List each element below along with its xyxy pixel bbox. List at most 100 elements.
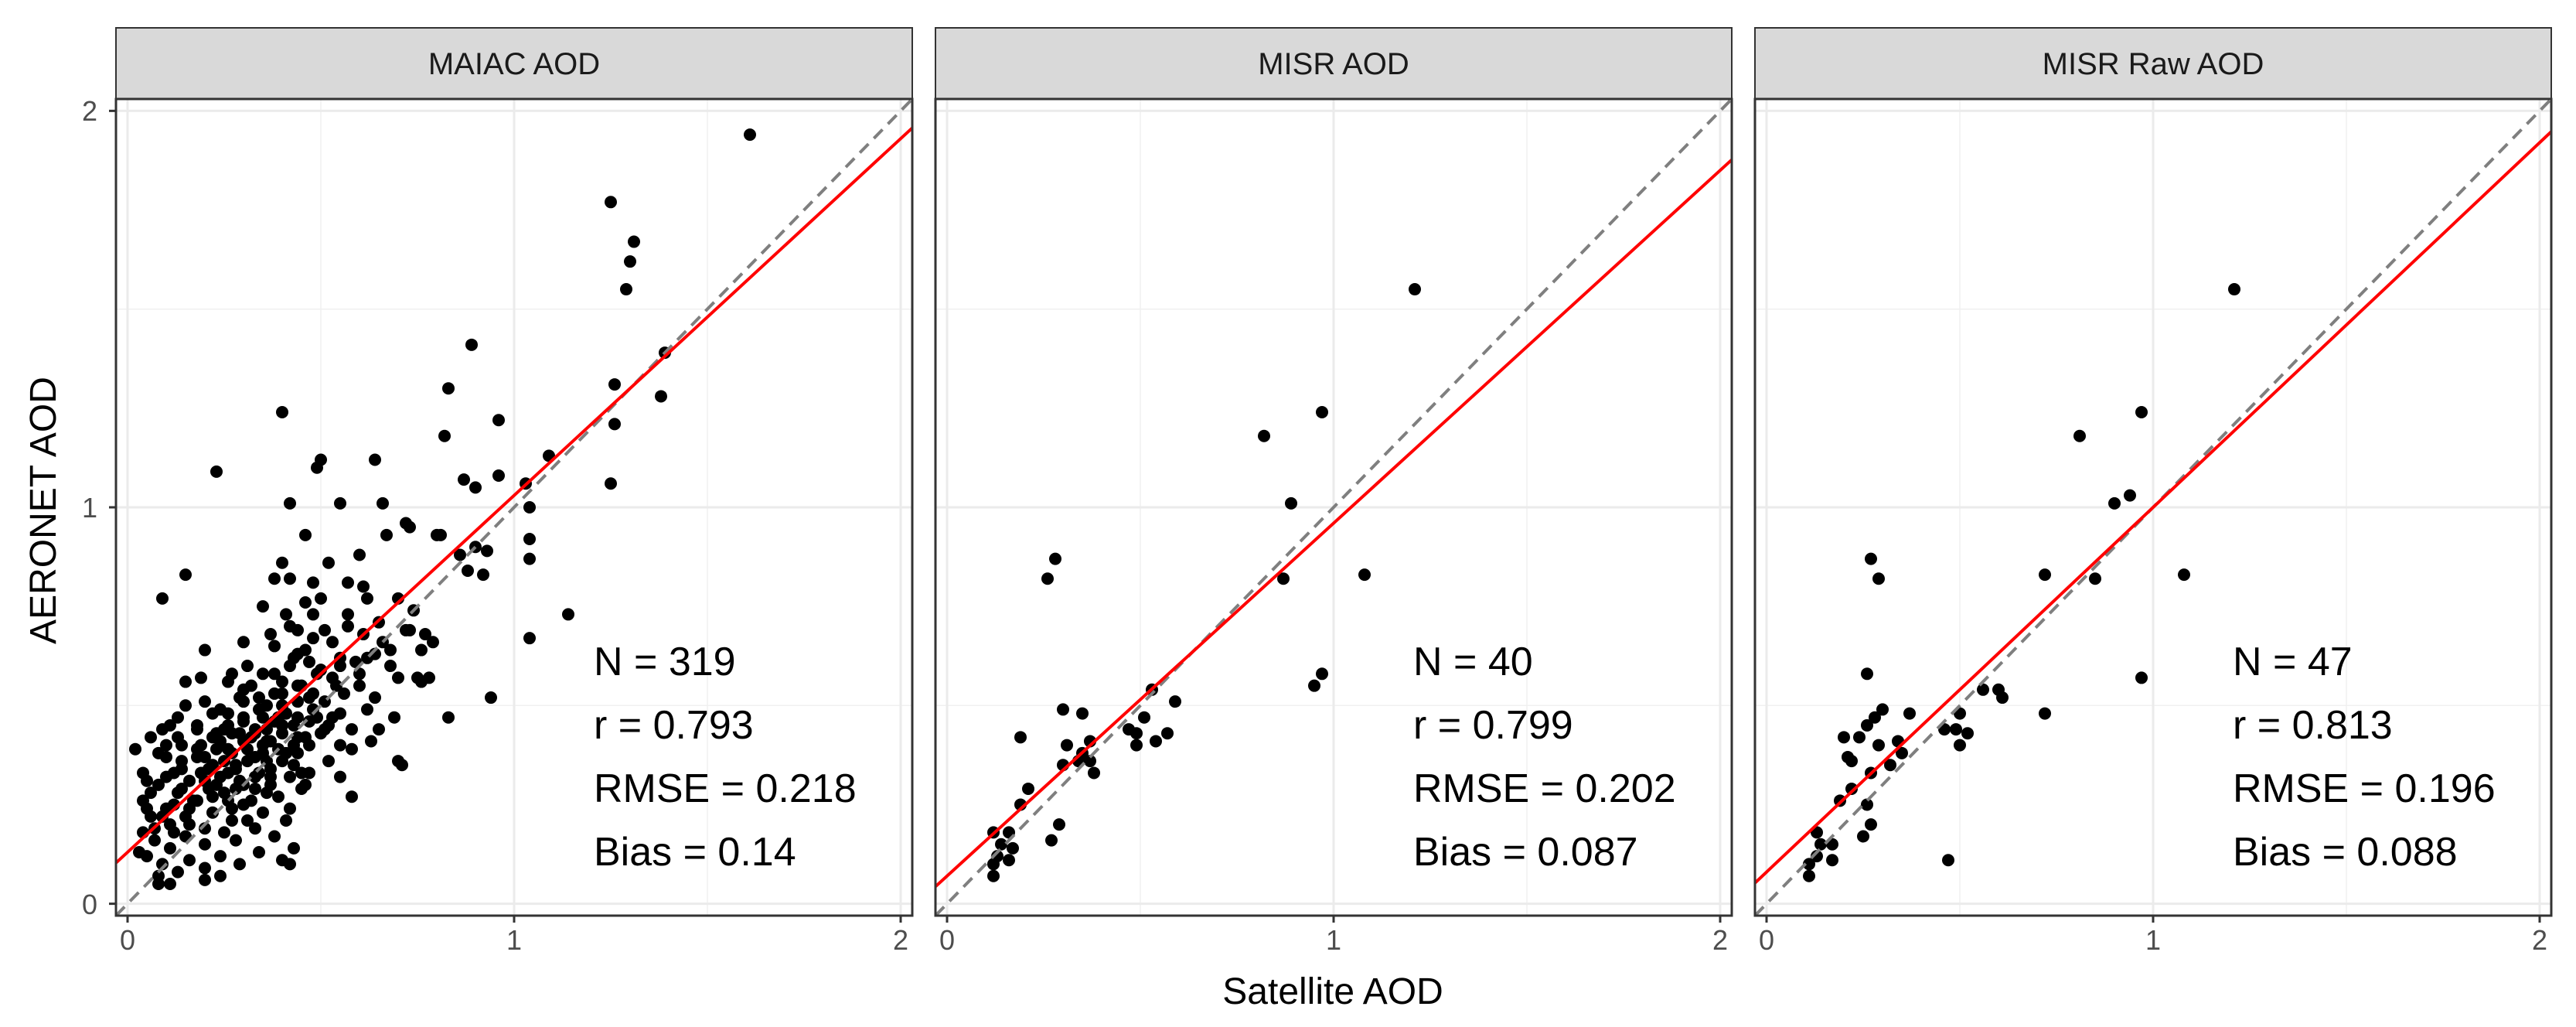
- data-point: [365, 735, 377, 748]
- x-tick-label: 0: [939, 924, 955, 956]
- data-point: [562, 608, 574, 621]
- data-point: [233, 691, 246, 705]
- data-point: [145, 731, 157, 744]
- stat-line: RMSE = 0.202: [1413, 766, 1676, 811]
- data-point: [164, 718, 176, 732]
- data-point: [261, 786, 273, 800]
- data-point: [377, 496, 389, 510]
- data-point: [608, 378, 621, 391]
- data-point: [199, 643, 211, 657]
- x-axis-title: Satellite AOD: [1222, 971, 1443, 1012]
- data-point: [1872, 739, 1885, 752]
- stat-line: RMSE = 0.218: [594, 766, 857, 811]
- data-point: [253, 691, 265, 705]
- data-point: [288, 759, 300, 772]
- data-point: [523, 552, 536, 565]
- data-point: [2135, 405, 2148, 418]
- data-point: [264, 628, 277, 641]
- data-point: [299, 643, 312, 657]
- data-point: [222, 766, 234, 780]
- data-point: [2039, 707, 2051, 720]
- data-point: [361, 592, 373, 605]
- data-point: [226, 667, 238, 681]
- y-tick-label: 0: [82, 889, 97, 920]
- data-point: [291, 711, 304, 724]
- data-point: [384, 643, 397, 657]
- data-point: [214, 850, 227, 863]
- data-point: [183, 802, 196, 815]
- data-point: [191, 718, 203, 732]
- data-point: [148, 834, 161, 847]
- data-point: [280, 814, 292, 827]
- data-point: [342, 608, 354, 621]
- data-point: [257, 667, 269, 681]
- data-point: [1977, 683, 1989, 696]
- data-point: [1857, 830, 1869, 843]
- data-point: [303, 715, 315, 728]
- data-point: [175, 782, 188, 795]
- stat-line: Bias = 0.088: [2233, 830, 2458, 875]
- data-points: [1803, 283, 2240, 882]
- data-point: [315, 592, 327, 605]
- data-point: [2108, 496, 2121, 510]
- data-point: [276, 675, 288, 688]
- x-tick-label: 0: [120, 924, 135, 956]
- data-point: [620, 283, 632, 296]
- panel-1: MAIAC AOD 0 1 2 N = 319 r = 0.793 RMSE = 0.218…: [109, 27, 914, 956]
- data-point: [392, 671, 404, 684]
- data-point: [226, 746, 238, 759]
- data-point: [1865, 552, 1877, 565]
- data-point: [257, 739, 269, 752]
- stats-annotation: N = 319 r = 0.793 RMSE = 0.218 Bias = 0.14: [594, 640, 857, 875]
- data-point: [226, 814, 238, 827]
- strip-header: [935, 27, 1733, 100]
- data-point: [195, 766, 207, 780]
- data-point: [160, 739, 172, 752]
- data-point: [2178, 568, 2190, 582]
- data-point: [303, 655, 315, 668]
- stats-annotation: N = 47 r = 0.813 RMSE = 0.196 Bias = 0.088: [2233, 640, 2496, 875]
- stat-line: N = 319: [594, 640, 736, 684]
- data-point: [284, 770, 296, 783]
- data-point: [268, 572, 281, 585]
- data-point: [253, 703, 265, 716]
- reference-lines: [1755, 99, 2551, 916]
- data-point: [299, 528, 312, 541]
- data-point: [608, 418, 621, 431]
- regression-line: [935, 159, 1732, 888]
- data-point: [237, 636, 250, 649]
- data-point: [1053, 818, 1065, 831]
- data-point: [284, 802, 296, 815]
- data-point: [311, 667, 323, 681]
- data-point: [257, 806, 269, 819]
- data-point: [284, 496, 296, 510]
- data-point: [268, 667, 281, 681]
- x-tick-label: 1: [1326, 924, 1341, 956]
- y-tick-label: 1: [82, 492, 97, 524]
- data-point: [1861, 718, 1873, 732]
- data-point: [369, 691, 381, 705]
- data-point: [288, 651, 300, 664]
- data-point: [1961, 727, 1974, 740]
- data-point: [419, 628, 431, 641]
- data-point: [156, 858, 169, 871]
- data-point: [361, 703, 373, 716]
- data-point: [268, 830, 281, 843]
- data-point: [353, 679, 366, 692]
- data-point: [284, 858, 296, 871]
- x-tick-label: 2: [893, 924, 908, 956]
- data-point: [307, 576, 319, 589]
- identity-line: [935, 99, 1732, 916]
- regression-line: [1755, 130, 2551, 885]
- stats-annotation: N = 40 r = 0.799 RMSE = 0.202 Bias = 0.087: [1413, 640, 1676, 875]
- data-point: [326, 636, 339, 649]
- data-point: [199, 750, 211, 763]
- data-point: [195, 671, 207, 684]
- data-point: [1150, 735, 1162, 748]
- stat-line: Bias = 0.087: [1413, 830, 1638, 875]
- data-point: [199, 862, 211, 875]
- data-point: [299, 778, 312, 791]
- data-point: [249, 782, 261, 795]
- strip-label: MAIAC AOD: [428, 47, 600, 81]
- data-point: [334, 660, 346, 673]
